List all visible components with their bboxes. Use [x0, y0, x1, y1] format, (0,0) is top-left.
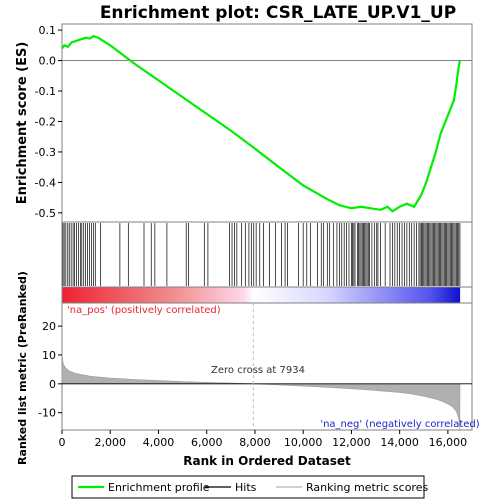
- es-y-tick-label: -0.4: [35, 176, 56, 189]
- x-tick-label: 12,000: [332, 436, 371, 449]
- chart-title: Enrichment plot: CSR_LATE_UP.V1_UP: [100, 3, 456, 23]
- negative-correlation-label: 'na_neg' (negatively correlated): [320, 419, 479, 430]
- metric-y-tick-label: -10: [38, 407, 56, 420]
- es-y-tick-label: 0.1: [39, 24, 57, 37]
- metric-y-axis-label: Ranked list metric (PreRanked): [16, 271, 29, 465]
- x-axis-ticks: 0 2,000 4,000 6,000 8,000 10,000 12,000 14,000 1…: [59, 430, 468, 449]
- x-tick-label: 4,000: [143, 436, 175, 449]
- legend: Enrichment profile Hits Ranking metric sco…: [78, 481, 428, 494]
- x-tick-label: 16,000: [429, 436, 468, 449]
- positive-correlation-label: 'na_pos' (positively correlated): [67, 305, 221, 316]
- legend-box: [71, 475, 425, 499]
- x-axis-label: Rank in Ordered Dataset: [183, 454, 351, 468]
- legend-label: Hits: [235, 481, 257, 494]
- x-tick-label: 8,000: [239, 436, 271, 449]
- metric-y-tick-label: 10: [42, 349, 56, 362]
- x-tick-label: 10,000: [284, 436, 323, 449]
- legend-label: Ranking metric scores: [306, 481, 428, 494]
- metric-y-ticks: 20 10 0 -10: [38, 320, 62, 420]
- es-y-tick-label: -0.2: [35, 115, 56, 128]
- metric-y-tick-label: 20: [42, 320, 56, 333]
- metric-layer: [61, 303, 472, 431]
- enrichment-profile-line: [61, 34, 461, 213]
- legend-label: Enrichment profile: [108, 481, 210, 494]
- es-y-axis-label: Enrichment score (ES): [15, 42, 30, 205]
- rank-bar-fill: [61, 286, 473, 304]
- hits-panel-frame: [61, 221, 473, 288]
- es-panel-frame: [61, 23, 473, 223]
- ranking-metric-area: [61, 353, 461, 431]
- x-tick-label: 0: [59, 436, 66, 449]
- x-tick-label: 14,000: [380, 436, 419, 449]
- x-tick-label: 2,000: [94, 436, 126, 449]
- es-y-ticks: 0.1 0.0 -0.1 -0.2 -0.3 -0.4 -0.5: [35, 24, 62, 220]
- es-y-tick-label: -0.1: [35, 85, 56, 98]
- metric-panel-frame: [61, 302, 473, 431]
- metric-y-tick-label: 0: [49, 378, 56, 391]
- es-y-tick-label: -0.3: [35, 146, 56, 159]
- zero-cross-label: Zero cross at 7934: [211, 365, 305, 376]
- hits-layer: [62, 223, 461, 286]
- rank-color-bar: [61, 286, 473, 304]
- es-layer: [61, 34, 472, 213]
- es-y-tick-label: 0.0: [39, 55, 57, 68]
- x-tick-label: 6,000: [191, 436, 223, 449]
- es-y-tick-label: -0.5: [35, 207, 56, 220]
